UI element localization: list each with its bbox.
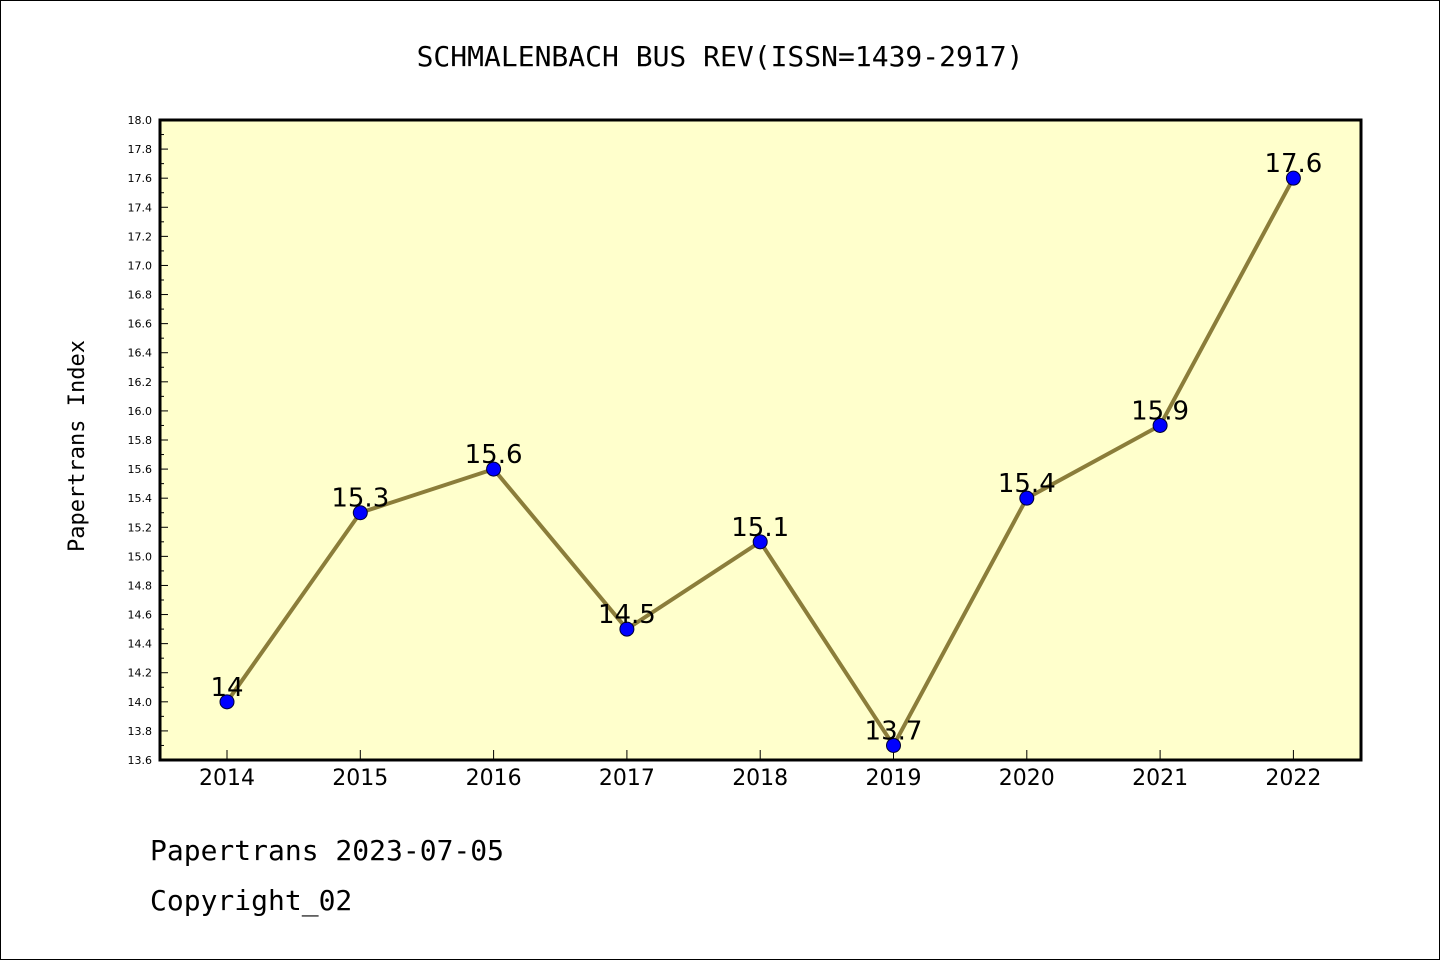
y-tick-label: 15.2 bbox=[128, 521, 153, 534]
y-tick-label: 13.6 bbox=[128, 754, 153, 767]
data-point bbox=[886, 737, 901, 753]
x-tick-label: 2022 bbox=[1265, 766, 1321, 791]
data-point bbox=[1285, 170, 1301, 186]
y-tick-label: 17.0 bbox=[128, 259, 153, 272]
y-tick-label: 14.6 bbox=[128, 609, 153, 622]
x-tick-label: 2020 bbox=[999, 766, 1055, 791]
y-tick-label: 17.6 bbox=[128, 172, 153, 185]
y-tick-label: 16.4 bbox=[128, 347, 153, 360]
y-axis-label: Papertrans Index bbox=[65, 340, 90, 552]
x-tick-label: 2021 bbox=[1132, 766, 1188, 791]
footer-copyright: Copyright_02 bbox=[150, 884, 353, 917]
y-tick-label: 16.6 bbox=[128, 318, 153, 331]
data-label: 15.9 bbox=[1131, 396, 1189, 426]
x-tick-label: 2017 bbox=[599, 766, 655, 791]
y-tick-label: 16.2 bbox=[128, 376, 153, 389]
x-axis: 2014 2015 2016 2017 2018 2019 2020 2021 2022 bbox=[199, 750, 1321, 791]
x-tick-label: 2016 bbox=[466, 766, 522, 791]
y-tick-label: 14.2 bbox=[128, 667, 153, 680]
x-tick-label: 2014 bbox=[199, 766, 255, 791]
y-tick-label: 16.0 bbox=[128, 405, 153, 418]
y-tick-label: 13.8 bbox=[128, 725, 153, 738]
data-point bbox=[619, 621, 635, 637]
y-tick-label: 15.6 bbox=[128, 463, 153, 476]
data-label: 14.5 bbox=[598, 600, 656, 630]
x-tick-label: 2019 bbox=[866, 766, 922, 791]
y-tick-label: 17.2 bbox=[128, 230, 153, 243]
data-label: 14 bbox=[210, 673, 243, 703]
data-label: 15.3 bbox=[331, 484, 389, 514]
data-point bbox=[352, 505, 368, 521]
x-tick-label: 2015 bbox=[332, 766, 388, 791]
data-point bbox=[1152, 417, 1168, 433]
data-point bbox=[1019, 490, 1035, 506]
y-tick-label: 14.8 bbox=[128, 579, 153, 592]
plot-area bbox=[158, 118, 1363, 762]
data-point bbox=[752, 534, 768, 550]
y-tick-label: 15.0 bbox=[128, 550, 153, 563]
data-point bbox=[219, 694, 235, 710]
y-tick-label: 17.4 bbox=[128, 201, 153, 214]
data-label: 15.6 bbox=[465, 440, 523, 470]
data-point bbox=[486, 461, 502, 477]
data-label: 13.7 bbox=[865, 716, 923, 746]
y-tick-label: 14.4 bbox=[128, 638, 153, 651]
footer-date: Papertrans 2023-07-05 bbox=[150, 834, 505, 867]
y-tick-label: 15.4 bbox=[128, 492, 153, 505]
y-tick-label: 14.0 bbox=[128, 696, 153, 709]
y-tick-label: 16.8 bbox=[128, 289, 153, 302]
x-tick-label: 2018 bbox=[732, 766, 788, 791]
data-label: 15.4 bbox=[998, 469, 1056, 499]
series-markers bbox=[219, 170, 1301, 753]
data-label: 15.1 bbox=[731, 513, 789, 543]
data-label: 17.6 bbox=[1264, 149, 1322, 179]
y-tick-label: 18.0 bbox=[128, 114, 153, 127]
y-tick-label: 17.8 bbox=[128, 143, 153, 156]
data-labels: 14 15.3 15.6 14.5 15.1 13.7 15.4 15.9 17.6 bbox=[210, 149, 1322, 746]
chart-title: SCHMALENBACH BUS REV(ISSN=1439-2917) bbox=[417, 40, 1024, 73]
y-axis: 13.6 13.8 14.0 14.2 14.4 14.6 14.8 15.0 15.2 15.4… bbox=[128, 114, 168, 767]
y-tick-label: 15.8 bbox=[128, 434, 153, 447]
